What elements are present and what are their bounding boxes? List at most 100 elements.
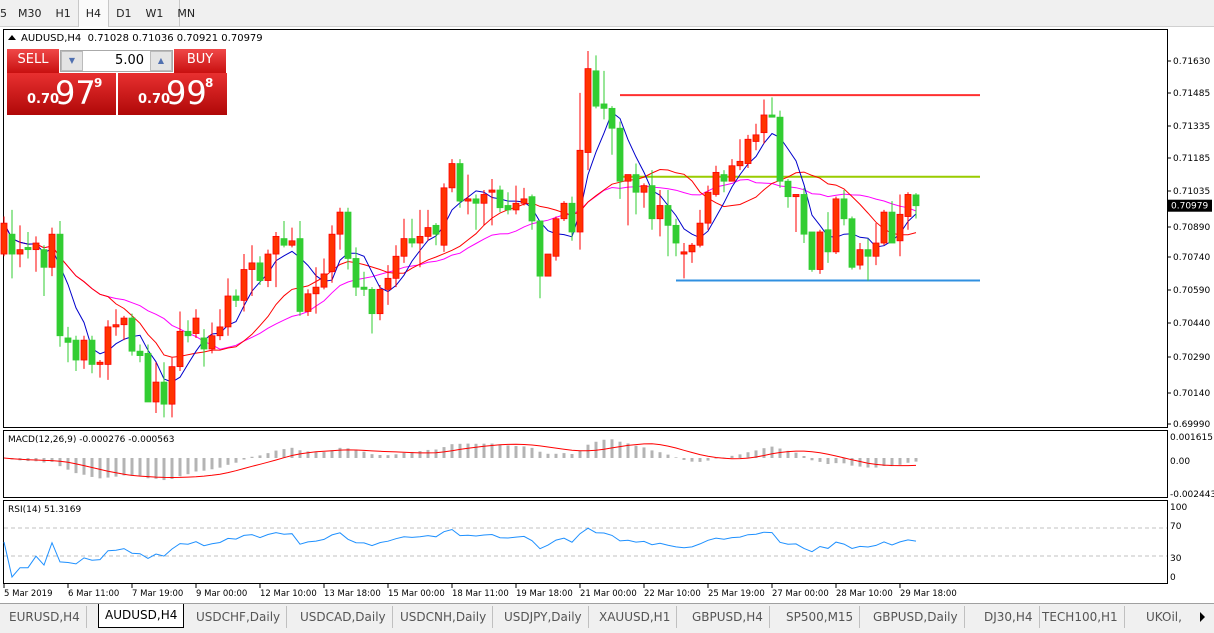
bear-candle — [720, 174, 728, 182]
bear-candle — [184, 330, 192, 337]
bull-candle — [400, 238, 408, 257]
buy-price-button[interactable]: 0.70 99 8 — [118, 73, 227, 115]
decrease-lot-button[interactable]: ▼ — [61, 51, 83, 71]
bull-candle — [16, 249, 24, 255]
bull-candle — [192, 317, 200, 334]
tab-usdchf-daily[interactable]: USDCHF,Daily — [190, 606, 288, 628]
tab-gbpusd-h4[interactable]: GBPUSD,H4 — [686, 606, 770, 628]
timeframe-5[interactable]: 5 — [0, 7, 7, 20]
bear-candle — [88, 339, 96, 365]
tab-sp500-m15[interactable]: SP500,M15 — [780, 606, 861, 628]
tab-audusd-h4[interactable]: AUDUSD,H4 — [98, 604, 185, 628]
tab-usdcnh-daily[interactable]: USDCNH,Daily — [394, 606, 494, 628]
tab-usdcad-daily[interactable]: USDCAD,Daily — [294, 606, 393, 628]
macd-tick-label: 0.001615 — [1170, 433, 1213, 443]
price-tick-label: 0.71185 — [1173, 154, 1210, 164]
buy-button[interactable]: BUY — [174, 49, 226, 73]
bull-candle — [640, 185, 648, 193]
bear-candle — [632, 174, 640, 193]
bull-candle — [712, 171, 720, 195]
lot-size-input[interactable]: 5.00 — [115, 53, 144, 68]
timeframe-w1[interactable]: W1 — [145, 7, 164, 20]
collapse-triangle-icon[interactable] — [8, 35, 16, 40]
bull-candle — [104, 326, 112, 365]
price-chart[interactable]: 0.716300.714850.713350.711850.710350.708… — [0, 27, 1214, 603]
high-value: 0.71036 — [132, 33, 174, 44]
bear-candle — [912, 194, 920, 207]
tab-usdjpy-daily[interactable]: USDJPY,Daily — [498, 606, 589, 628]
time-tick-label: 7 Mar 19:00 — [132, 589, 183, 599]
bear-candle — [352, 258, 360, 288]
bear-candle — [344, 211, 352, 259]
bear-candle — [824, 229, 832, 253]
bull-candle — [416, 235, 424, 244]
bull-candle — [736, 160, 744, 167]
bear-candle — [784, 180, 792, 198]
ma-slow-line — [3, 178, 917, 350]
time-tick-label: 25 Mar 19:00 — [708, 589, 765, 599]
bull-candle — [224, 295, 232, 328]
bull-candle — [488, 189, 496, 193]
bear-candle — [128, 317, 136, 352]
timeframe-h1[interactable]: H1 — [55, 7, 71, 20]
bear-candle — [8, 233, 16, 255]
bull-candle — [272, 235, 280, 255]
rsi-tick-label: 70 — [1170, 522, 1182, 532]
bear-candle — [528, 196, 536, 222]
bear-candle — [848, 218, 856, 268]
bull-candle — [424, 227, 432, 237]
timeframe-h4[interactable]: H4 — [77, 0, 110, 27]
bull-candle — [872, 242, 880, 257]
tab-tech100-h1[interactable]: TECH100,H1 — [1036, 606, 1125, 628]
macd-tick-label: -0.002443 — [1170, 490, 1214, 500]
sell-button[interactable]: SELL — [7, 49, 59, 73]
bull-candle — [480, 194, 488, 204]
bull-candle — [152, 381, 160, 403]
tab-ukoil-[interactable]: UKOil, — [1146, 610, 1182, 624]
time-tick-label: 21 Mar 00:00 — [580, 589, 637, 599]
bull-candle — [216, 326, 224, 337]
buy-price-fraction: 8 — [205, 76, 214, 90]
bear-candle — [592, 70, 600, 107]
tab-gbpusd-daily[interactable]: GBPUSD,Daily — [867, 606, 965, 628]
chart-tabs: EURUSD,H4 AUDUSD,H4 USDCHF,Daily USDCAD,Dai… — [0, 603, 1214, 633]
bull-candle — [304, 293, 312, 312]
timeframe-d1[interactable]: D1 — [116, 7, 132, 20]
bull-candle — [48, 233, 56, 268]
bear-candle — [280, 238, 288, 246]
tab-eurusd-h4[interactable]: EURUSD,H4 — [3, 606, 87, 628]
bull-candle — [248, 262, 256, 270]
candles — [0, 50, 920, 418]
sell-price-button[interactable]: 0.70 97 9 — [7, 73, 116, 115]
timeframe-buttons: 5 M30 H1 H4 D1 W1 MN — [0, 0, 195, 27]
symbol-name: AUDUSD,H4 — [21, 33, 82, 44]
timeframe-m30[interactable]: M30 — [18, 7, 42, 20]
increase-lot-button[interactable]: ▲ — [150, 51, 172, 71]
bear-candle — [472, 198, 480, 204]
bull-candle — [792, 194, 800, 198]
bear-candle — [568, 202, 576, 233]
rsi-tick-label: 100 — [1170, 503, 1187, 513]
price-tick-label: 0.70140 — [1173, 389, 1210, 399]
bear-candle — [600, 103, 608, 109]
bull-candle — [264, 253, 272, 281]
timeframe-mn[interactable]: MN — [177, 7, 196, 20]
bear-candle — [672, 224, 680, 244]
price-tick-label: 0.71335 — [1173, 122, 1210, 132]
bear-candle — [200, 337, 208, 350]
scroll-right-arrow-icon[interactable] — [1200, 612, 1205, 622]
price-tick-label: 0.70740 — [1173, 253, 1210, 263]
time-tick-label: 29 Mar 18:00 — [900, 589, 957, 599]
bull-candle — [384, 277, 392, 290]
close-value: 0.70979 — [221, 33, 263, 44]
bull-candle — [896, 213, 904, 242]
bull-candle — [728, 165, 736, 182]
macd-tick-label: 0.00 — [1170, 457, 1190, 467]
macd-signal-line — [3, 443, 917, 479]
tab-xauusd-h1[interactable]: XAUUSD,H1 — [593, 606, 678, 628]
bull-candle — [32, 242, 40, 251]
sell-price-fraction: 9 — [94, 76, 103, 90]
tab-dj30-h4[interactable]: DJ30,H4 — [978, 606, 1040, 628]
price-tick-label: 0.71035 — [1173, 187, 1210, 197]
bear-candle — [664, 205, 672, 226]
